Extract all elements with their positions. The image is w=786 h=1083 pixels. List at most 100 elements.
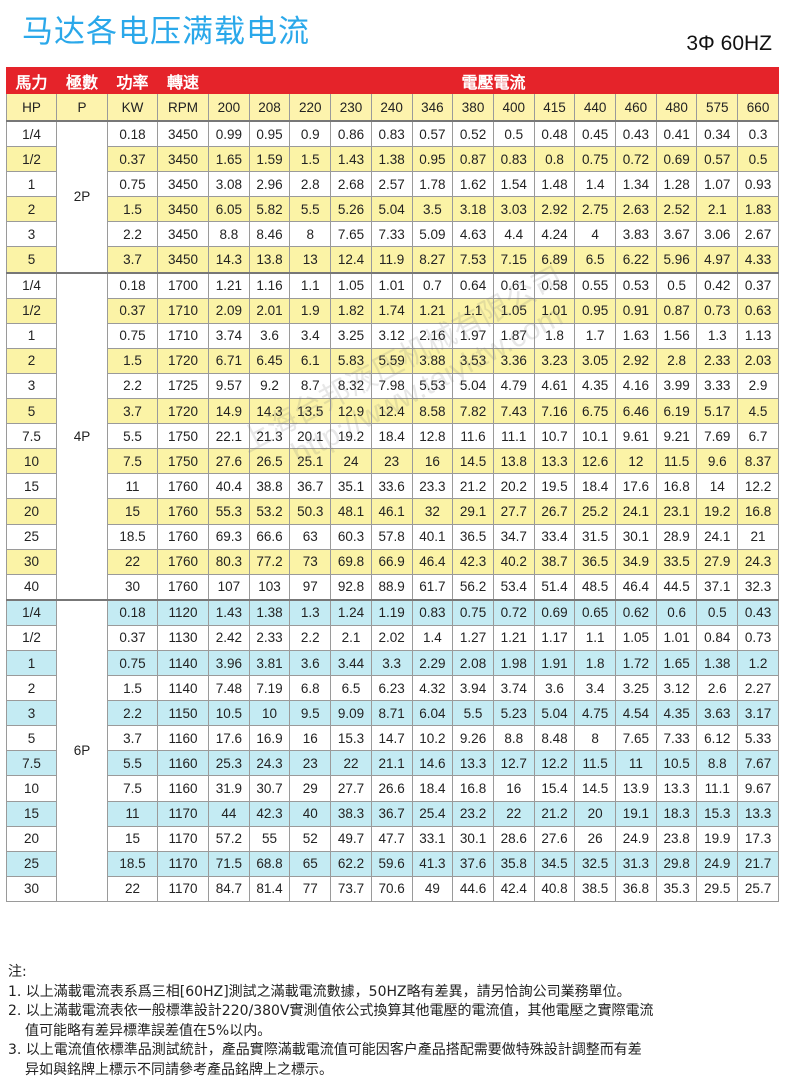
current-cell: 47.7 [370,825,413,852]
current-cell: 6.23 [370,675,413,702]
current-cell: 1.91 [533,649,576,677]
current-cell: 0.9 [289,120,332,148]
hp-cell: 30 [6,875,57,902]
current-cell: 34.7 [492,523,535,550]
current-cell: 0.73 [737,624,779,651]
table-row: 30 22 1170 84.7 81.4 77 73.7 70.6 49 44.6 42.4 40.8… [6,875,779,902]
current-cell: 8.27 [411,246,454,274]
current-cell: 3.18 [452,196,494,223]
current-cell: 3.6 [248,322,291,349]
current-cell: 42.3 [452,548,494,575]
hp-cell: 2 [6,347,57,374]
table-row: 30 22 1760 80.3 77.2 73 69.8 66.9 46.4 42.3 40.2 38… [6,548,779,575]
current-cell: 4.33 [737,246,779,274]
current-cell: 12.2 [737,473,779,500]
current-cell: 11.1 [492,423,535,450]
table-row: 7.5 5.5 1160 25.3 24.3 23 22 21.1 14.6 13.3 12.7 12… [6,750,779,777]
voltage-header: 230 [330,93,372,122]
current-cell: 7.48 [208,675,250,702]
current-cell: 52 [289,825,332,852]
current-cell: 14.3 [208,246,250,274]
current-cell: 1.87 [492,322,535,349]
current-cell: 19.9 [696,825,739,852]
kw-cell: 0.75 [107,322,158,349]
current-cell: 2.09 [208,297,250,324]
current-cell: 0.7 [411,271,454,299]
hp-cell: 1/4 [6,598,57,626]
current-cell: 0.8 [533,146,576,173]
motor-current-table: 馬力 極數 功率 轉速 電壓電流 HP P KW RPM 200 208 220 23… [6,67,779,902]
current-cell: 2.92 [615,347,657,374]
current-cell: 2.9 [737,372,779,400]
current-cell: 1.54 [492,171,535,198]
note-3-cont: 异如與銘牌上標示不同請參考產品銘牌上之標示。 [25,1061,333,1078]
current-cell: 4.35 [655,700,698,727]
current-cell: 21 [737,523,779,550]
current-cell: 49.7 [330,825,372,852]
current-cell: 22 [492,800,535,827]
unit-hp: HP [6,93,57,122]
current-cell: 37.6 [452,850,494,877]
voltage-header: 208 [248,93,291,122]
current-cell: 3.53 [452,347,494,374]
current-cell: 2.33 [248,624,291,651]
current-cell: 53.2 [248,498,291,525]
current-cell: 20.2 [492,473,535,500]
current-cell: 3.36 [492,347,535,374]
current-cell: 1.4 [574,171,617,198]
current-cell: 0.53 [615,271,657,299]
hp-cell: 20 [6,825,57,852]
current-cell: 0.61 [492,271,535,299]
current-cell: 44.5 [655,573,698,601]
current-cell: 16.8 [655,473,698,500]
poles-cell: 6P [56,598,108,902]
current-cell: 3.08 [208,171,250,198]
current-cell: 70.6 [370,875,413,902]
current-cell: 3.25 [615,675,657,702]
current-cell: 1.21 [411,297,454,324]
current-cell: 2.08 [452,649,494,677]
rpm-cell: 3450 [157,246,209,274]
table-row: 2 1.5 1720 6.71 6.45 6.1 5.83 5.59 3.88 3.53 3.36 3… [6,347,779,374]
unit-rpm: RPM [157,93,209,122]
current-cell: 84.7 [208,875,250,902]
voltage-header: 240 [370,93,413,122]
current-cell: 21.2 [452,473,494,500]
current-cell: 36.5 [452,523,494,550]
table-row: 25 18.5 1760 69.3 66.6 63 60.3 57.8 40.1 36.5 34.7… [6,523,779,550]
current-cell: 16.8 [452,775,494,802]
current-cell: 2.33 [696,347,739,374]
current-cell: 46.1 [370,498,413,525]
current-cell: 12.2 [533,750,576,777]
current-cell: 33.1 [411,825,454,852]
current-cell: 0.63 [737,297,779,324]
hp-cell: 1 [6,171,57,198]
current-cell: 2.27 [737,675,779,702]
current-cell: 0.41 [655,120,698,148]
current-cell: 6.5 [574,246,617,274]
table-row: 5 3.7 1720 14.9 14.3 13.5 12.9 12.4 8.58 7.82 7.43… [6,398,779,425]
current-cell: 11.5 [574,750,617,777]
current-cell: 6.8 [289,675,332,702]
current-cell: 16.8 [737,498,779,525]
current-cell: 31.3 [615,850,657,877]
current-cell: 1.1 [452,297,494,324]
header-speed: 轉速 [157,67,209,94]
hp-cell: 1/4 [6,271,57,299]
current-cell: 0.55 [574,271,617,299]
current-cell: 5.33 [737,725,779,752]
current-cell: 8.8 [696,750,739,777]
current-cell: 24.9 [696,850,739,877]
current-cell: 6.5 [330,675,372,702]
table-row: 10 7.5 1160 31.9 30.7 29 27.7 26.6 18.4 16.8 16 15.… [6,775,779,802]
current-cell: 1.05 [330,271,372,299]
current-cell: 4.61 [533,372,576,400]
current-cell: 23.8 [655,825,698,852]
hp-cell: 1/2 [6,624,57,651]
current-cell: 0.95 [248,120,291,148]
table-row: 5 3.7 3450 14.3 13.8 13 12.4 11.9 8.27 7.53 7.15 6.… [6,246,779,274]
current-cell: 21.2 [533,800,576,827]
current-cell: 4.54 [615,700,657,727]
current-cell: 11.6 [452,423,494,450]
current-cell: 103 [248,573,291,601]
